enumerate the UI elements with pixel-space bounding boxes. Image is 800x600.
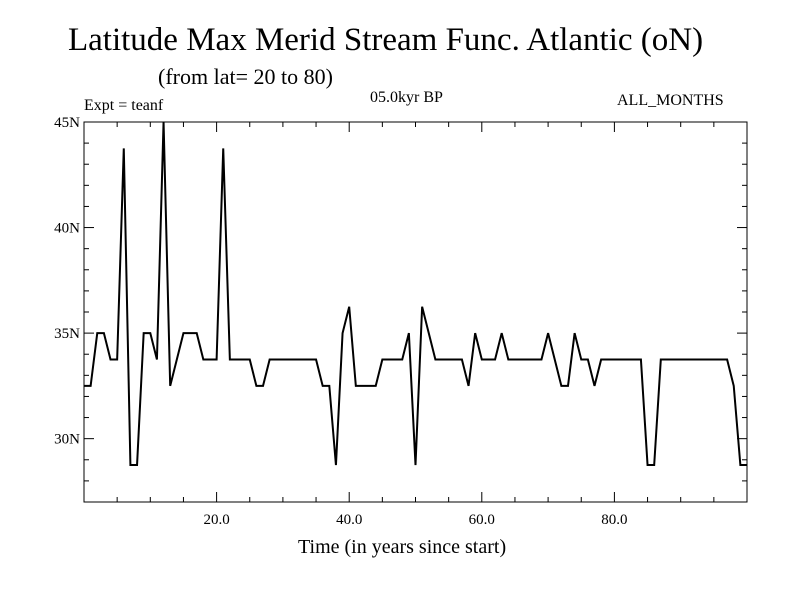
x-tick-label: 60.0 <box>469 512 495 528</box>
x-tick-label: 80.0 <box>601 512 627 528</box>
period-label: 05.0kyr BP <box>370 89 443 106</box>
y-tick-label: 40N <box>54 221 80 237</box>
tick-marks <box>84 122 747 503</box>
x-axis-label: Time (in years since start) <box>298 536 507 558</box>
tick-labels: 20.0 40.0 60.0 80.0 30N 35N 40N 45N <box>54 115 627 528</box>
x-tick-label: 40.0 <box>336 512 362 528</box>
series-line <box>84 121 747 467</box>
y-tick-label: 30N <box>54 432 80 448</box>
experiment-label: Expt = teanf <box>84 97 164 114</box>
chart-subtitle: (from lat= 20 to 80) <box>158 64 333 89</box>
y-tick-label: 45N <box>54 115 80 131</box>
months-label: ALL_MONTHS <box>617 92 724 109</box>
x-tick-label: 20.0 <box>203 512 229 528</box>
data-points <box>84 122 747 465</box>
chart-title: Latitude Max Merid Stream Func. Atlantic… <box>68 22 704 58</box>
y-tick-label: 35N <box>54 326 80 342</box>
